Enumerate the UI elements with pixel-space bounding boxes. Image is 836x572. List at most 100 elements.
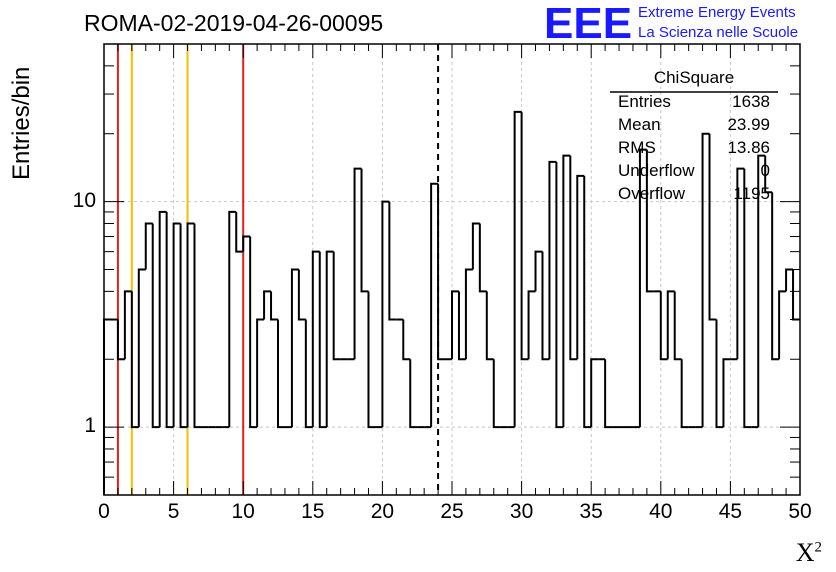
histogram-bin: [451, 290, 459, 360]
histogram-bin: [409, 359, 418, 429]
histogram-bin: [604, 359, 613, 429]
histogram-bin: [673, 291, 682, 361]
histogram-bin: [785, 268, 794, 292]
histogram-bin: [722, 358, 731, 428]
histogram-bin: [144, 222, 153, 270]
histogram-bin: [367, 291, 376, 429]
histogram-bin: [590, 358, 599, 428]
stats-key: RMS: [618, 138, 656, 157]
stats-key: Entries: [618, 92, 671, 111]
histogram-bin: [471, 222, 480, 270]
stats-value: 1195: [733, 184, 770, 203]
y-tick-label: 1: [84, 414, 96, 438]
histogram-bin: [270, 291, 278, 321]
histogram-bin: [186, 222, 195, 428]
logo-line-2: La Scienza nelle Scuole: [638, 24, 799, 41]
x-tick-label: 20: [370, 500, 395, 523]
histogram-bin: [464, 268, 473, 360]
histogram-bin: [304, 319, 313, 429]
histogram-bin: [381, 200, 390, 428]
histogram-bin: [249, 236, 258, 429]
histogram-bin: [778, 290, 787, 360]
histogram-bin: [743, 168, 752, 429]
x-tick-label: 35: [579, 500, 603, 523]
histogram-bin: [228, 210, 237, 428]
histogram-bin: [736, 167, 745, 360]
x-tick-label: 5: [167, 500, 180, 523]
stats-value: 0: [760, 161, 770, 180]
chart-title: ROMA-02-2019-04-26-00095: [84, 10, 384, 36]
histogram-bin: [242, 235, 251, 252]
histogram-bin: [158, 210, 167, 428]
histogram-bin: [583, 175, 592, 429]
histogram-bin: [437, 183, 446, 361]
x-tick-label: 30: [509, 500, 534, 523]
stats-value: 1638: [732, 92, 770, 111]
histogram-bin: [701, 132, 710, 428]
histogram-bin: [277, 319, 285, 429]
histogram-bin: [297, 269, 306, 321]
histogram-bin: [165, 211, 174, 429]
histogram-bin: [666, 290, 675, 360]
histogram-bin: [478, 223, 487, 293]
histogram-bin: [562, 154, 571, 428]
x-tick-label: 45: [718, 500, 743, 523]
histogram-bin: [179, 223, 188, 429]
histogram-bin: [360, 168, 369, 293]
histogram-bin: [485, 291, 494, 361]
histogram-bin: [513, 110, 522, 428]
x-tick-label: 10: [231, 500, 255, 523]
histogram-bin: [638, 148, 647, 428]
histogram-bin: [527, 290, 536, 360]
logo-line-1: Extreme Energy Events: [638, 4, 796, 21]
histogram-bin: [235, 211, 244, 253]
histogram-bin: [256, 318, 265, 428]
stats-key: Overflow: [618, 184, 686, 203]
histogram-bin: [430, 182, 439, 428]
histogram-bin: [137, 268, 146, 428]
histogram-bin: [520, 111, 529, 361]
histogram-bin: [645, 149, 654, 293]
stats-value: 23.99: [727, 115, 770, 134]
histogram-bin: [708, 133, 717, 321]
x-tick-label: 40: [649, 500, 673, 523]
histogram-bin: [457, 291, 466, 361]
histogram-bin: [715, 319, 724, 429]
histogram-bin: [757, 154, 766, 428]
histogram-bin: [123, 290, 132, 360]
histogram-bin: [534, 250, 543, 292]
x-tick-label: 15: [301, 500, 325, 523]
histogram-bin: [172, 222, 181, 428]
stats-box-title: ChiSquare: [653, 68, 735, 87]
x-tick-label: 25: [440, 500, 464, 523]
svg-text:EEE: EEE: [544, 0, 632, 44]
histogram-bin: [103, 318, 111, 495]
stats-key: Underflow: [618, 161, 695, 180]
x-tick-label: 50: [788, 500, 812, 523]
eee-logo-icon: EEE: [544, 0, 632, 44]
x-axis-label: X2: [795, 538, 822, 567]
y-tick-label: 10: [72, 188, 96, 212]
histogram-bin: [764, 155, 773, 194]
histogram-bin: [771, 192, 780, 361]
histogram-bin: [569, 155, 578, 361]
histogram-bin: [263, 290, 272, 320]
y-axis-label: Entries/bin: [8, 66, 35, 180]
histogram-bin: [290, 268, 299, 428]
histogram-bin: [555, 161, 564, 429]
histogram-bin: [151, 223, 160, 429]
histogram-bin: [792, 269, 800, 321]
histogram-bin: [193, 223, 202, 429]
histogram-bin: [353, 167, 362, 360]
histogram-bin: [311, 250, 320, 428]
histogram-bin: [332, 251, 341, 361]
histogram-bin: [325, 250, 334, 428]
stats-key: Mean: [618, 115, 661, 134]
histogram-bin: [116, 319, 125, 361]
histogram-bin: [659, 291, 668, 361]
stats-value: 13.86: [727, 138, 770, 157]
histogram-bin: [576, 174, 585, 360]
histogram-bin: [548, 160, 557, 360]
histogram-bin: [492, 359, 501, 429]
